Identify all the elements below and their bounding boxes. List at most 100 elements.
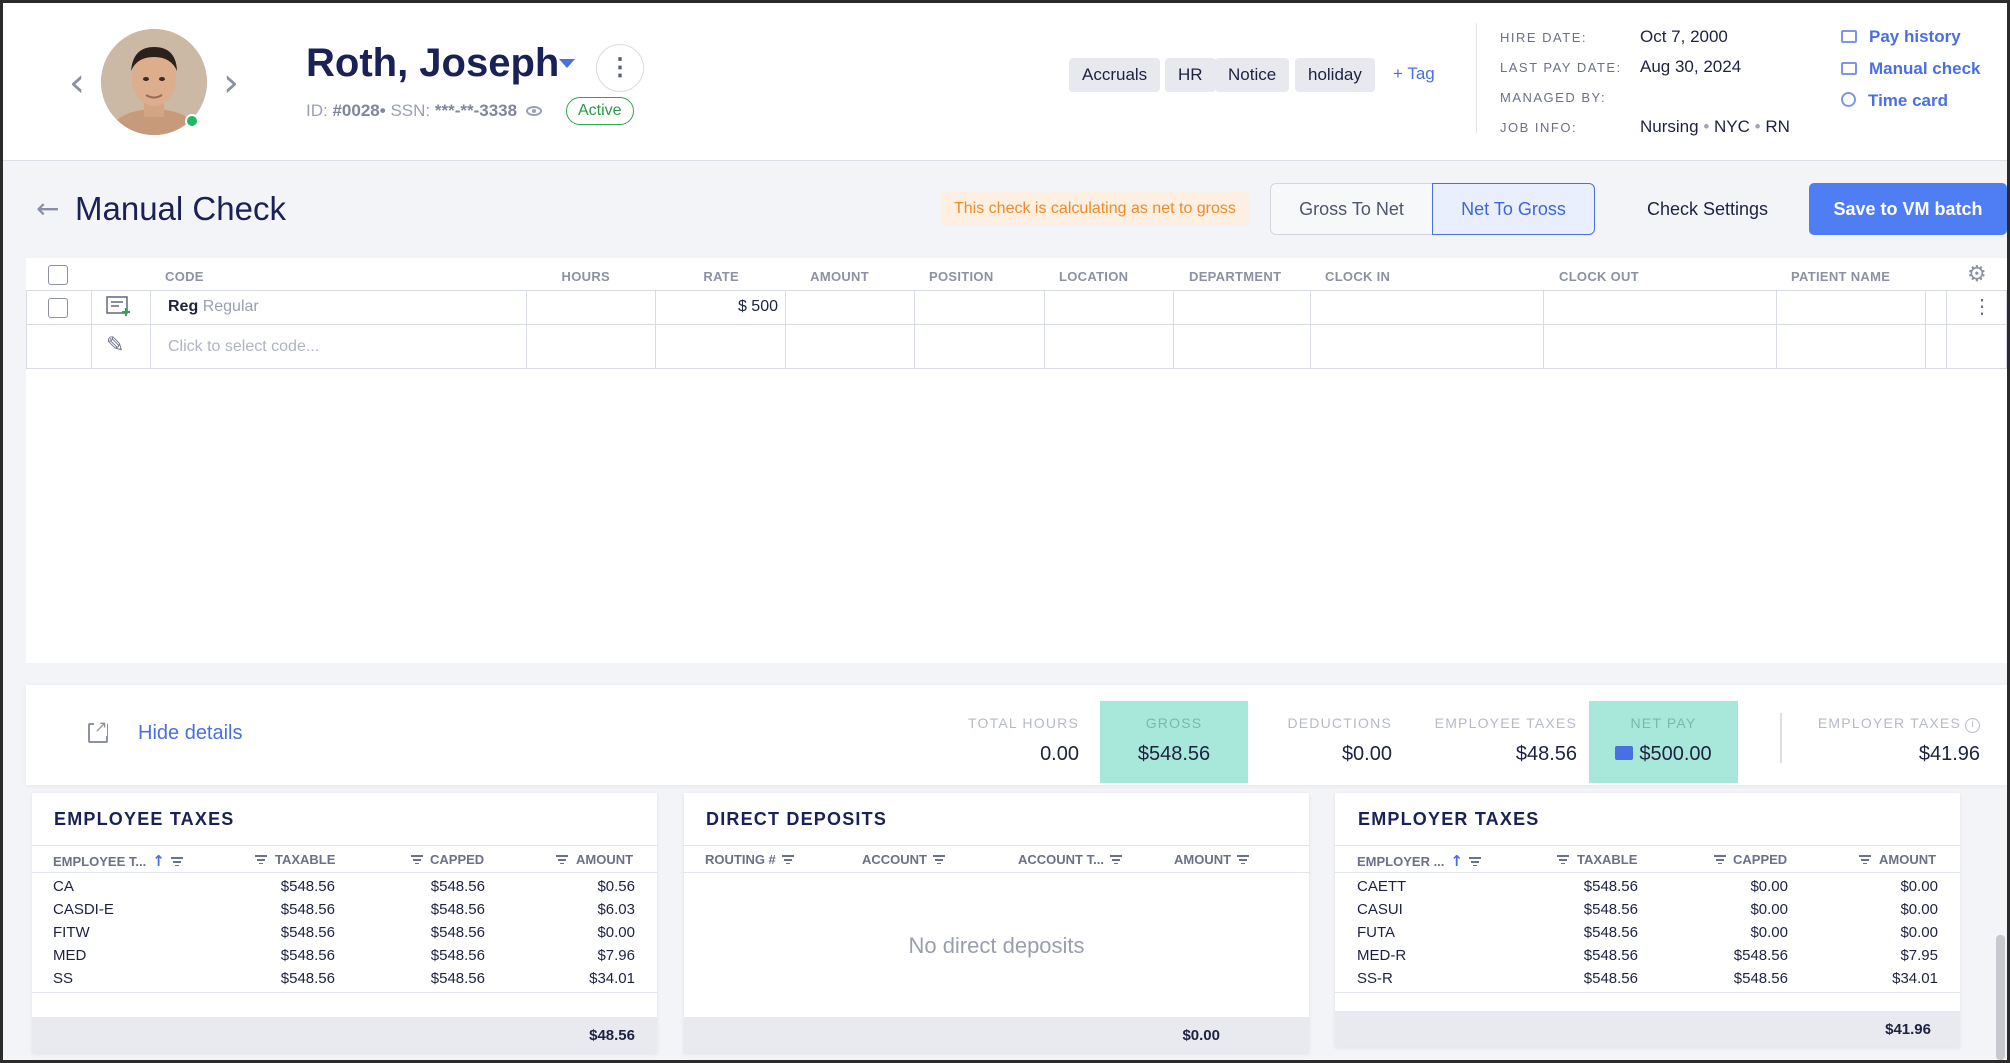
eye-icon[interactable] bbox=[525, 106, 542, 116]
column-capped[interactable]: CAPPED bbox=[1733, 852, 1788, 867]
column-amount[interactable]: AMOUNT bbox=[1879, 852, 1937, 867]
row-more-icon[interactable]: ⋮ bbox=[1972, 296, 1992, 318]
column-account[interactable]: ACCOUNT bbox=[862, 852, 945, 867]
net-to-gross-toggle[interactable]: Net To Gross bbox=[1432, 183, 1595, 235]
filter-icon bbox=[1237, 855, 1250, 864]
ssn-label: SSN: bbox=[390, 101, 431, 120]
column-position[interactable]: POSITION bbox=[929, 269, 994, 284]
direct-deposits-header: ROUTING # ACCOUNT ACCOUNT T... AMOUNT bbox=[684, 845, 1309, 873]
deductions-value: $0.00 bbox=[1341, 743, 1392, 765]
table-row: SS-R $548.56 $548.56 $34.01 bbox=[1335, 968, 1960, 993]
external-link-icon[interactable] bbox=[88, 717, 108, 743]
add-tag-link[interactable]: + Tag bbox=[1393, 64, 1435, 83]
id-label: ID: bbox=[306, 101, 328, 120]
gross-block: GROSS $548.56 bbox=[1100, 701, 1248, 783]
employer-taxes-value: $41.96 bbox=[1918, 743, 1980, 765]
previous-employee-icon[interactable]: ‹ bbox=[69, 60, 85, 106]
column-hours[interactable]: HOURS bbox=[561, 269, 610, 284]
employee-taxes-header: EMPLOYEE T... ↑ TAXABLE CAPPED AMOUNT bbox=[32, 845, 657, 873]
column-capped[interactable]: CAPPED bbox=[430, 852, 485, 867]
filter-icon[interactable] bbox=[405, 852, 423, 867]
column-clock-in[interactable]: CLOCK IN bbox=[1325, 269, 1391, 284]
column-amount[interactable]: AMOUNT bbox=[810, 269, 869, 284]
empty-state-message: No direct deposits bbox=[908, 933, 1085, 958]
row-amount[interactable]: $ 500 bbox=[737, 298, 778, 315]
column-taxable[interactable]: TAXABLE bbox=[1577, 852, 1638, 867]
direct-deposits-title: DIRECT DEPOSITS bbox=[706, 809, 888, 829]
column-routing[interactable]: ROUTING # bbox=[705, 852, 794, 867]
filter-icon[interactable] bbox=[1708, 852, 1726, 867]
row-code-description: Regular bbox=[202, 298, 259, 315]
save-to-batch-button[interactable]: Save to VM batch bbox=[1809, 183, 2007, 235]
column-account-type[interactable]: ACCOUNT T... bbox=[1018, 852, 1122, 867]
job-info-label: JOB INFO: bbox=[1500, 120, 1578, 135]
column-code[interactable]: CODE bbox=[165, 269, 204, 284]
filter-icon bbox=[1468, 857, 1481, 866]
grid-header: CODE HOURS RATE AMOUNT POSITION LOCATION… bbox=[26, 258, 2007, 290]
table-row: MED $548.56 $548.56 $7.96 bbox=[53, 947, 635, 964]
net-pay-block: NET PAY $500.00 bbox=[1589, 701, 1738, 783]
employer-taxes-footer: $41.96 bbox=[1335, 1011, 1960, 1047]
hide-details-link[interactable]: Hide details bbox=[138, 722, 243, 744]
direct-deposits-panel: DIRECT DEPOSITS ROUTING # ACCOUNT ACCOUN… bbox=[684, 793, 1309, 1053]
add-note-icon[interactable] bbox=[106, 295, 132, 322]
employee-header: ‹ › Roth, Joseph ⋮ ID: #0028• SSN: ***-*… bbox=[3, 3, 2007, 161]
more-options-button[interactable]: ⋮ bbox=[596, 44, 644, 92]
row-checkbox[interactable] bbox=[48, 298, 68, 318]
column-department[interactable]: DEPARTMENT bbox=[1189, 269, 1282, 284]
chevron-down-icon[interactable] bbox=[559, 59, 575, 68]
employee-taxes-value: $48.56 bbox=[1515, 743, 1577, 765]
next-employee-icon[interactable]: › bbox=[223, 60, 239, 106]
select-all-checkbox[interactable] bbox=[48, 265, 68, 285]
column-clock-out[interactable]: CLOCK OUT bbox=[1559, 269, 1639, 284]
employee-name: Roth, Joseph bbox=[306, 41, 560, 85]
select-code-input[interactable]: Click to select code... bbox=[168, 338, 320, 355]
employer-taxes-block: EMPLOYER TAXES i $41.96 bbox=[1817, 715, 1980, 765]
column-amount[interactable]: AMOUNT bbox=[576, 852, 634, 867]
gear-icon[interactable]: ⚙ bbox=[1967, 262, 1987, 287]
table-row: FITW $548.56 $548.56 $0.00 bbox=[53, 924, 635, 941]
deductions-block: DEDUCTIONS $0.00 bbox=[1287, 715, 1392, 765]
column-rate[interactable]: RATE bbox=[703, 269, 739, 284]
column-taxable[interactable]: TAXABLE bbox=[275, 852, 336, 867]
job-info-value: Nursing • NYC • RN bbox=[1640, 117, 1790, 136]
employee-id-line: ID: #0028• SSN: ***-**-3338 bbox=[306, 101, 542, 121]
divider bbox=[1780, 713, 1782, 763]
column-patient-name[interactable]: PATIENT NAME bbox=[1791, 269, 1891, 284]
direct-deposits-footer: $0.00 bbox=[684, 1017, 1309, 1053]
table-row[interactable]: ✎ Click to select code... bbox=[26, 324, 2007, 369]
table-row: CA $548.56 $548.56 $0.56 bbox=[53, 878, 635, 895]
column-amount[interactable]: AMOUNT bbox=[1174, 852, 1250, 867]
gross-to-net-toggle[interactable]: Gross To Net bbox=[1270, 183, 1433, 235]
direct-deposits-total: $0.00 bbox=[1182, 1027, 1220, 1044]
pencil-icon[interactable]: ✎ bbox=[106, 333, 125, 358]
manual-check-link[interactable]: Manual check bbox=[1841, 59, 1981, 79]
calculation-notice: This check is calculating as net to gros… bbox=[941, 192, 1249, 226]
last-pay-date-label: LAST PAY DATE: bbox=[1500, 60, 1622, 75]
vertical-scrollbar[interactable] bbox=[1996, 935, 2005, 1060]
table-row: CAETT $548.56 $0.00 $0.00 bbox=[1357, 878, 1938, 895]
filter-icon[interactable] bbox=[550, 852, 568, 867]
column-tax-name[interactable]: EMPLOYEE T... ↑ bbox=[53, 852, 183, 870]
column-location[interactable]: LOCATION bbox=[1059, 269, 1129, 284]
check-settings-button[interactable]: Check Settings bbox=[1646, 199, 1769, 219]
employer-taxes-header: EMPLOYER ... ↑ TAXABLE CAPPED AMOUNT bbox=[1335, 845, 1960, 873]
time-card-link[interactable]: Time card bbox=[1841, 91, 1948, 111]
filter-icon[interactable] bbox=[249, 852, 267, 867]
sort-up-icon: ↑ bbox=[1450, 852, 1463, 870]
filter-icon[interactable] bbox=[1551, 852, 1569, 867]
hire-date-label: HIRE DATE: bbox=[1500, 30, 1587, 45]
row-code[interactable]: Reg Regular bbox=[168, 298, 259, 315]
card-icon bbox=[1615, 746, 1634, 760]
back-arrow-icon[interactable]: ← bbox=[36, 192, 60, 225]
table-row[interactable]: Reg Regular $ 500 ⋮ bbox=[26, 290, 2007, 325]
info-icon[interactable]: i bbox=[1965, 718, 1980, 733]
pay-history-link[interactable]: Pay history bbox=[1841, 27, 1961, 47]
employer-taxes-total: $41.96 bbox=[1885, 1021, 1931, 1038]
tag-notice[interactable]: Notice bbox=[1215, 58, 1290, 92]
tag-holiday[interactable]: holiday bbox=[1295, 58, 1375, 92]
tag-hr[interactable]: HR bbox=[1165, 58, 1216, 92]
tag-accruals[interactable]: Accruals bbox=[1069, 58, 1161, 92]
filter-icon[interactable] bbox=[1853, 852, 1871, 867]
column-tax-name[interactable]: EMPLOYER ... ↑ bbox=[1357, 852, 1481, 870]
